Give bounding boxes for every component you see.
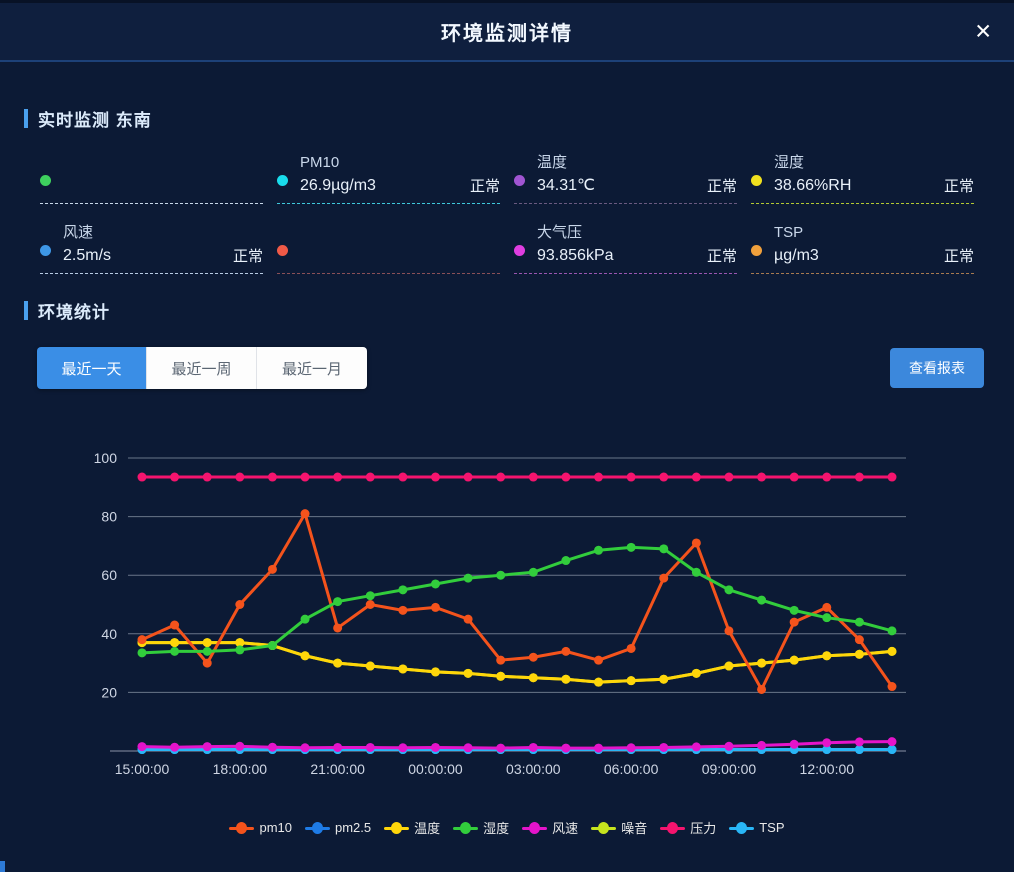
sensor-status: 正常	[943, 178, 974, 195]
sensor-label: PM10	[300, 153, 340, 171]
sensor-status: 正常	[232, 248, 263, 265]
svg-text:12:00:00: 12:00:00	[800, 761, 855, 777]
view-report-button[interactable]: 查看报表	[890, 348, 984, 388]
legend-label: 风速	[552, 821, 579, 836]
realtime-section-title: 实时监测 东南	[38, 111, 152, 130]
svg-text:09:00:00: 09:00:00	[702, 761, 757, 777]
sensor-card-grid: PM10 26.9µg/m3 正常 温度 34.31℃ 正常 湿度 38.66%…	[40, 148, 974, 274]
environment-line-chart: 20 40 60 80 100 15:00:00 18:00:00 21:00:00 00:00…	[84, 440, 914, 785]
stats-section-header: 环境统计	[24, 298, 110, 323]
legend-item-pm10[interactable]: pm10	[229, 820, 292, 835]
sensor-dot	[40, 245, 51, 256]
sensor-dot	[40, 175, 51, 186]
sensor-status: 正常	[706, 178, 737, 195]
section-accent-bar	[24, 301, 28, 320]
legend-item-噪音[interactable]: 噪音	[591, 818, 647, 837]
sensor-dot	[751, 175, 762, 186]
svg-text:20: 20	[101, 684, 117, 700]
svg-text:18:00:00: 18:00:00	[213, 761, 268, 777]
sensor-card-temperature: 温度 34.31℃ 正常	[514, 148, 737, 204]
sensor-card-unknown-2	[277, 218, 500, 274]
sensor-card-pm10: PM10 26.9µg/m3 正常	[277, 148, 500, 204]
sensor-value: 93.856kPa	[537, 246, 614, 264]
sensor-label: 温度	[537, 153, 568, 171]
time-range-tabs: 最近一天 最近一周 最近一月	[37, 347, 367, 389]
legend-marker-icon	[729, 821, 755, 834]
sensor-card-tsp: TSP µg/m3 正常	[751, 218, 974, 274]
svg-text:00:00:00: 00:00:00	[408, 761, 463, 777]
sensor-card-pressure: 大气压 93.856kPa 正常	[514, 218, 737, 274]
svg-text:06:00:00: 06:00:00	[604, 761, 659, 777]
legend-item-pm2.5[interactable]: pm2.5	[305, 820, 371, 835]
sensor-card-humidity: 湿度 38.66%RH 正常	[751, 148, 974, 204]
sensor-dot	[277, 175, 288, 186]
legend-marker-icon	[229, 821, 255, 834]
sensor-dot	[514, 175, 525, 186]
legend-marker-icon	[305, 821, 330, 834]
legend-item-压力[interactable]: 压力	[660, 818, 716, 837]
sensor-value: 2.5m/s	[63, 246, 112, 264]
svg-text:40: 40	[101, 626, 117, 642]
tab-last-month[interactable]: 最近一月	[257, 347, 367, 389]
sensor-dot	[751, 245, 762, 256]
close-icon[interactable]: ✕	[974, 20, 992, 43]
sensor-dot	[514, 245, 525, 256]
page-title: 环境监测详情	[441, 23, 573, 45]
modal-header: 环境监测详情 ✕	[0, 0, 1014, 62]
sensor-card-wind-speed: 风速 2.5m/s 正常	[40, 218, 263, 274]
legend-label: 湿度	[483, 821, 510, 836]
legend-label: 压力	[690, 821, 717, 836]
legend-label: pm2.5	[335, 820, 372, 835]
legend-marker-icon	[453, 821, 479, 834]
sensor-status: 正常	[706, 248, 737, 265]
legend-item-温度[interactable]: 温度	[384, 818, 440, 837]
sensor-dot	[277, 245, 288, 256]
legend-marker-icon	[522, 821, 548, 834]
section-accent-bar	[24, 109, 28, 128]
svg-text:21:00:00: 21:00:00	[310, 761, 365, 777]
legend-marker-icon	[591, 821, 617, 834]
svg-text:03:00:00: 03:00:00	[506, 761, 561, 777]
sensor-value: 26.9µg/m3	[300, 176, 376, 194]
sensor-label: 大气压	[537, 223, 583, 241]
sensor-value: µg/m3	[774, 246, 819, 264]
chart-legend: pm10 pm2.5 温度 湿度 风速 噪音 压力 TSP	[0, 818, 1014, 837]
legend-label: 温度	[414, 821, 441, 836]
realtime-section-header: 实时监测 东南	[24, 106, 152, 131]
legend-label: pm10	[259, 820, 292, 835]
sensor-card-unknown-1	[40, 148, 263, 204]
svg-text:60: 60	[101, 567, 117, 583]
stats-section-title: 环境统计	[38, 303, 110, 322]
sensor-label: 风速	[63, 223, 94, 241]
sensor-value: 38.66%RH	[774, 176, 852, 194]
legend-marker-icon	[660, 821, 686, 834]
tab-last-day[interactable]: 最近一天	[37, 347, 147, 389]
sensor-label: TSP	[774, 223, 804, 241]
legend-item-湿度[interactable]: 湿度	[453, 818, 509, 837]
sensor-label: 湿度	[774, 153, 805, 171]
legend-marker-icon	[384, 821, 410, 834]
sensor-status: 正常	[943, 248, 974, 265]
legend-item-TSP[interactable]: TSP	[729, 820, 785, 835]
legend-item-风速[interactable]: 风速	[522, 818, 578, 837]
legend-label: TSP	[759, 820, 785, 835]
line-chart-canvas: 20 40 60 80 100 15:00:00 18:00:00 21:00:00 00:00…	[94, 450, 906, 777]
svg-text:15:00:00: 15:00:00	[115, 761, 170, 777]
legend-label: 噪音	[621, 821, 648, 836]
background-page-artifact	[0, 861, 5, 872]
tab-last-week[interactable]: 最近一周	[147, 347, 257, 389]
sensor-value: 34.31℃	[537, 176, 596, 194]
sensor-status: 正常	[469, 178, 500, 195]
svg-text:80: 80	[101, 509, 117, 525]
svg-text:100: 100	[94, 450, 118, 466]
chart-controls: 最近一天 最近一周 最近一月 查看报表	[37, 347, 984, 389]
